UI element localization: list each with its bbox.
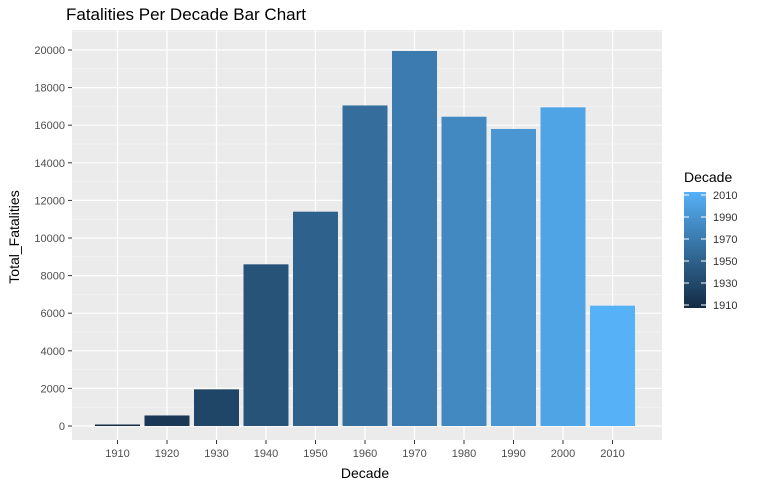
y-tick-label: 12000: [34, 195, 65, 207]
bar-1980: [441, 116, 487, 427]
legend: Decade 2010 1990 1970 1950 1930 1910: [684, 169, 737, 312]
legend-tick-label: 1930: [713, 278, 737, 290]
bar-1920: [144, 415, 190, 426]
x-tick-label: 2000: [551, 448, 575, 460]
legend-tick-label: 1910: [713, 300, 737, 312]
y-tick-label: 20000: [34, 45, 65, 57]
bar-1910: [95, 424, 140, 426]
legend-tick-label: 1950: [713, 256, 737, 268]
x-tick-label: 1940: [254, 448, 278, 460]
x-tick-label: 1930: [204, 448, 228, 460]
bar-1990: [491, 128, 536, 426]
legend-colorbar: [684, 192, 706, 308]
y-axis-title: Total_Fatalities: [6, 190, 22, 283]
legend-tick-label: 1970: [713, 234, 737, 246]
y-tick-label: 8000: [41, 271, 65, 283]
x-tick-label: 1950: [303, 448, 327, 460]
legend-title: Decade: [684, 169, 732, 185]
x-tick-label: 1990: [501, 448, 525, 460]
chart-title: Fatalities Per Decade Bar Chart: [66, 5, 306, 24]
y-tick-label: 0: [59, 421, 65, 433]
bar-2010: [590, 305, 635, 426]
legend-ticks: 2010 1990 1970 1950 1930 1910: [684, 190, 737, 312]
x-tick-label: 2010: [600, 448, 624, 460]
y-tick-label: 6000: [41, 308, 65, 320]
bar-1950: [293, 211, 338, 426]
bar-1940: [243, 264, 289, 426]
x-tick-label: 1920: [155, 448, 179, 460]
x-axis-title: Decade: [341, 465, 389, 481]
legend-tick-label: 2010: [713, 190, 737, 202]
legend-tick-label: 1990: [713, 212, 737, 224]
y-tick-label: 4000: [41, 346, 65, 358]
x-tick-label: 1910: [105, 448, 129, 460]
x-tick-label: 1980: [452, 448, 476, 460]
x-axis: 1910 1920 1930 1940 1950 1960 1970 1980 1990 2000…: [105, 440, 625, 460]
bars: [95, 50, 635, 427]
y-tick-label: 2000: [41, 383, 65, 395]
bar-1960: [342, 105, 388, 427]
x-tick-label: 1960: [353, 448, 377, 460]
bar-2000: [540, 107, 586, 426]
bar-1970: [392, 50, 437, 426]
x-tick-label: 1970: [402, 448, 426, 460]
bar-1930: [194, 389, 239, 426]
y-tick-label: 18000: [34, 83, 65, 95]
y-tick-label: 16000: [34, 120, 65, 132]
y-tick-label: 14000: [34, 158, 65, 170]
y-tick-label: 10000: [34, 233, 65, 245]
y-axis: 0 2000 4000 6000 8000 10000 12000 14000 16000 180…: [34, 45, 72, 433]
